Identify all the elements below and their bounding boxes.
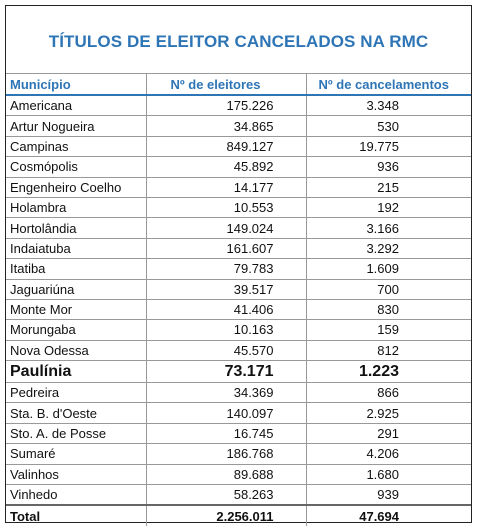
voters: 73.171 (145, 360, 306, 384)
voters: 10.163 (145, 319, 306, 341)
cancellations: 939 (305, 484, 471, 506)
cancellations: 3.166 (305, 217, 471, 239)
cancellations: 2.925 (305, 402, 471, 424)
table-row: Sto. A. de Posse 16.745 291 (6, 423, 471, 445)
voters: 186.768 (145, 443, 306, 465)
voters: 45.570 (145, 340, 306, 362)
cancellations: 4.206 (305, 443, 471, 465)
municipality: Hortolândia (6, 217, 146, 239)
municipality: Vinhedo (6, 484, 146, 506)
table-row: Valinhos 89.688 1.680 (6, 464, 471, 486)
table-row: Artur Nogueira 34.865 530 (6, 115, 471, 137)
municipality: Valinhos (6, 464, 146, 486)
column-header: Nº de cancelamentos (305, 73, 471, 96)
table-head: Município Nº de eleitores Nº de cancelam… (6, 73, 471, 96)
cancellations: 192 (305, 197, 471, 219)
municipality: Monte Mor (6, 299, 146, 321)
table-row: Itatiba 79.783 1.609 (6, 258, 471, 280)
table-row: Campinas 849.127 19.775 (6, 136, 471, 158)
municipality: Nova Odessa (6, 340, 146, 362)
voters: 79.783 (145, 258, 306, 280)
municipality: Artur Nogueira (6, 115, 146, 137)
table-row: Vinhedo 58.263 939 (6, 484, 471, 506)
municipality: Sumaré (6, 443, 146, 465)
cancellations: 936 (305, 156, 471, 178)
voters: 39.517 (145, 279, 306, 300)
cancellations: 215 (305, 177, 471, 198)
voters: 10.553 (145, 197, 306, 219)
table-row: Hortolândia 149.024 3.166 (6, 217, 471, 239)
table-row: Sumaré 186.768 4.206 (6, 443, 471, 465)
cancellations: 830 (305, 299, 471, 321)
table-row: Cosmópolis 45.892 936 (6, 156, 471, 178)
voters: 14.177 (145, 177, 306, 198)
cancellations: 1.223 (305, 360, 471, 384)
cancellations: 19.775 (305, 136, 471, 158)
total-row: Total 2.256.011 47.694 (6, 504, 471, 526)
table-row: Monte Mor 41.406 830 (6, 299, 471, 321)
cancellations: 159 (305, 319, 471, 341)
table-row: Pedreira 34.369 866 (6, 382, 471, 404)
cancellations: 3.292 (305, 238, 471, 260)
voters: 161.607 (145, 238, 306, 260)
voters: 140.097 (145, 402, 306, 424)
municipality: Holambra (6, 197, 146, 219)
voters: 849.127 (145, 136, 306, 158)
cancellations: 812 (305, 340, 471, 362)
cancellations: 530 (305, 115, 471, 137)
column-header: Município (6, 73, 146, 96)
cancellations: 1.609 (305, 258, 471, 280)
column-header: Nº de eleitores (145, 73, 306, 96)
municipality: Pedreira (6, 382, 146, 404)
table-row: Morungaba 10.163 159 (6, 319, 471, 341)
municipality: Jaguariúna (6, 279, 146, 300)
municipality: Paulínia (6, 360, 146, 384)
table-frame: TÍTULOS DE ELEITOR CANCELADOS NA RMC Mun… (5, 5, 472, 526)
cancellations: 1.680 (305, 464, 471, 486)
table-foot: Total 2.256.011 47.694 (6, 504, 471, 526)
voters: 89.688 (145, 464, 306, 486)
voters: 175.226 (145, 95, 306, 117)
table-row: Sta. B. d'Oeste 140.097 2.925 (6, 402, 471, 424)
cancellations: 700 (305, 279, 471, 300)
cancellations: 291 (305, 423, 471, 445)
municipality: Engenheiro Coelho (6, 177, 146, 198)
municipality: Americana (6, 95, 146, 117)
voters: 45.892 (145, 156, 306, 178)
table-row: Jaguariúna 39.517 700 (6, 279, 471, 300)
header-row: Município Nº de eleitores Nº de cancelam… (6, 73, 471, 96)
municipality: Morungaba (6, 319, 146, 341)
table-row: Engenheiro Coelho 14.177 215 (6, 177, 471, 198)
municipality: Campinas (6, 136, 146, 158)
municipality: Cosmópolis (6, 156, 146, 178)
total-label: Total (6, 504, 146, 526)
table-row: Indaiatuba 161.607 3.292 (6, 238, 471, 260)
data-table: Município Nº de eleitores Nº de cancelam… (6, 73, 471, 526)
total-value: 2.256.011 (145, 504, 306, 526)
municipality: Itatiba (6, 258, 146, 280)
voters: 149.024 (145, 217, 306, 239)
table-row: Holambra 10.553 192 (6, 197, 471, 219)
total-value: 47.694 (305, 504, 471, 526)
municipality: Sta. B. d'Oeste (6, 402, 146, 424)
cancellations: 866 (305, 382, 471, 404)
voters: 58.263 (145, 484, 306, 506)
table-row: Americana 175.226 3.348 (6, 95, 471, 117)
table-row: Nova Odessa 45.570 812 (6, 340, 471, 362)
table-body: Americana 175.226 3.348 Artur Nogueira 34.86… (6, 95, 471, 506)
voters: 41.406 (145, 299, 306, 321)
voters: 34.865 (145, 115, 306, 137)
cancellations: 3.348 (305, 95, 471, 117)
voters: 34.369 (145, 382, 306, 404)
municipality: Sto. A. de Posse (6, 423, 146, 445)
table-row: Paulínia 73.171 1.223 (6, 360, 471, 384)
title: TÍTULOS DE ELEITOR CANCELADOS NA RMC (48, 32, 429, 51)
municipality: Indaiatuba (6, 238, 146, 260)
voters: 16.745 (145, 423, 306, 445)
